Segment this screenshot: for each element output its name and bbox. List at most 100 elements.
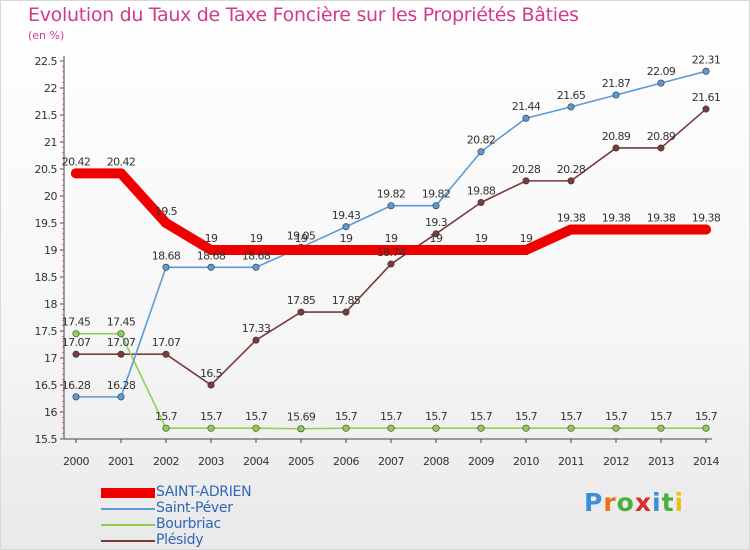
data-point (297, 425, 305, 433)
data-point (612, 91, 620, 99)
data-label: 19.38 (692, 211, 721, 224)
y-tick-label: 17.5 (35, 325, 58, 338)
data-point (341, 245, 351, 255)
data-point (702, 67, 710, 75)
y-tick-label: 18.5 (35, 271, 58, 284)
data-label: 19 (385, 232, 398, 245)
data-point (387, 202, 395, 210)
y-tick-label: 20 (44, 190, 57, 203)
data-label: 21.61 (692, 91, 721, 104)
data-label: 20.28 (512, 163, 541, 176)
data-label: 19.05 (287, 229, 316, 242)
data-point (296, 245, 306, 255)
data-point (162, 350, 170, 358)
data-label: 15.7 (470, 410, 493, 423)
x-tick-label: 2008 (423, 455, 449, 468)
data-point (567, 177, 575, 185)
x-tick-label: 2003 (198, 455, 224, 468)
data-label: 19.88 (467, 184, 496, 197)
logo-letter: x (634, 488, 652, 517)
data-point (657, 144, 665, 152)
data-point (342, 308, 350, 316)
data-label: 15.7 (605, 410, 628, 423)
data-label: 15.7 (650, 410, 673, 423)
data-point (297, 308, 305, 316)
data-label: 17.45 (107, 316, 136, 329)
data-point (522, 177, 530, 185)
data-point (432, 202, 440, 210)
x-tick-label: 2005 (288, 455, 314, 468)
data-point (612, 144, 620, 152)
data-label: 19 (295, 232, 308, 245)
data-point (161, 218, 171, 228)
legend-swatch (101, 508, 155, 510)
data-label: 17.33 (242, 322, 271, 335)
data-label: 18.68 (152, 249, 181, 262)
data-label: 15.7 (380, 410, 403, 423)
data-point (72, 393, 80, 401)
x-tick-label: 2009 (468, 455, 494, 468)
x-tick-label: 2010 (513, 455, 539, 468)
data-label: 20.28 (557, 163, 586, 176)
x-tick-label: 2004 (243, 455, 269, 468)
data-label: 20.89 (602, 130, 631, 143)
data-point (701, 224, 711, 235)
data-label: 16.5 (200, 367, 223, 380)
data-label: 19 (520, 232, 533, 245)
x-tick-label: 2000 (63, 455, 89, 468)
data-point (477, 148, 485, 156)
unit-label: (en %) (28, 29, 65, 42)
data-label: 15.7 (425, 410, 448, 423)
data-point (252, 336, 260, 344)
data-label: 22.31 (692, 53, 721, 66)
data-point (386, 245, 396, 255)
x-tick-label: 2007 (378, 455, 404, 468)
logo-letter: i (674, 488, 685, 517)
data-label: 17.07 (152, 336, 181, 349)
y-tick-label: 20.5 (35, 163, 58, 176)
data-point (342, 424, 350, 432)
data-point (206, 245, 216, 255)
proxiti-logo: Proxiti (584, 488, 684, 517)
y-tick-label: 17 (44, 352, 57, 365)
data-label: 19.43 (332, 209, 361, 222)
data-point (657, 79, 665, 87)
data-point (207, 424, 215, 432)
x-tick-label: 2013 (648, 455, 674, 468)
data-point (477, 198, 485, 206)
data-label: 15.7 (245, 410, 268, 423)
data-point (252, 263, 260, 271)
logo-letter: i (652, 488, 662, 517)
data-point (612, 424, 620, 432)
legend-label: Plésidy (156, 532, 204, 548)
data-label: 15.7 (515, 410, 538, 423)
x-tick-label: 2001 (108, 455, 134, 468)
data-point (162, 263, 170, 271)
data-label: 17.85 (332, 294, 361, 307)
data-point (522, 114, 530, 122)
legend-swatch (101, 488, 155, 498)
y-tick-label: 19.5 (35, 217, 58, 230)
data-point (476, 245, 486, 255)
data-label: 19.82 (422, 188, 451, 201)
logo-letter: o (616, 488, 635, 517)
data-point (432, 230, 440, 238)
legend-label: SAINT-ADRIEN (156, 484, 252, 500)
data-point (117, 330, 125, 338)
data-label: 19 (250, 232, 263, 245)
y-tick-label: 16 (44, 406, 57, 419)
data-point (431, 245, 441, 255)
data-point (567, 424, 575, 432)
x-tick-label: 2011 (558, 455, 584, 468)
data-label: 21.87 (602, 77, 631, 90)
data-point (72, 330, 80, 338)
legend-label: Saint-Péver (156, 500, 233, 516)
data-point (566, 224, 576, 235)
y-tick-label: 15.5 (35, 433, 58, 446)
chart-title: Evolution du Taux de Taxe Foncière sur l… (28, 4, 579, 26)
data-point (117, 393, 125, 401)
data-label: 21.65 (557, 89, 586, 102)
data-label: 18.74 (377, 246, 406, 259)
data-label: 19.38 (647, 211, 676, 224)
